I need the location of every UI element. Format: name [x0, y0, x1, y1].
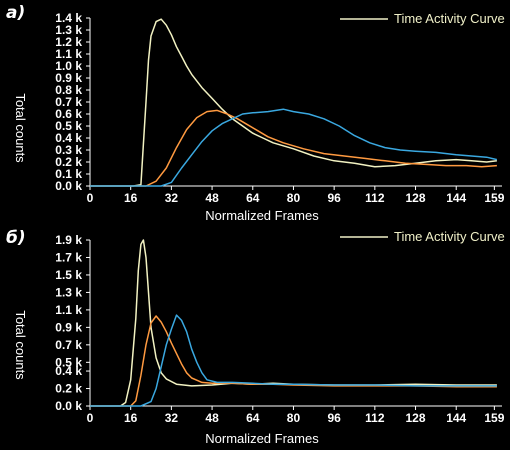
- series-line-3: [90, 108, 498, 187]
- y-axis-title: Total counts: [13, 310, 28, 380]
- series-line-2: [90, 109, 497, 187]
- x-tick-label: 159: [484, 411, 504, 425]
- x-tick-label: 96: [327, 191, 341, 205]
- x-tick-label: 144: [446, 411, 466, 425]
- x-tick-label: 32: [165, 411, 179, 425]
- y-tick-label: 0.8 k: [55, 83, 82, 97]
- y-tick-label: 0.6 k: [55, 107, 82, 121]
- x-tick-label: 48: [205, 191, 219, 205]
- x-tick-label: 96: [327, 411, 341, 425]
- y-tick-label: 1.1 k: [55, 47, 82, 61]
- y-tick-label: 0.9 k: [55, 320, 82, 334]
- x-tick-label: 48: [205, 411, 219, 425]
- y-tick-label: 1.2 k: [55, 35, 82, 49]
- y-tick-label: 0.5 k: [55, 355, 82, 369]
- x-axis-title: Normalized Frames: [205, 208, 319, 223]
- series-group: [90, 18, 498, 187]
- x-tick-label: 112: [365, 191, 385, 205]
- x-tick-label: 32: [165, 191, 179, 205]
- y-tick-label: 1.5 k: [55, 268, 82, 282]
- x-tick-label: 128: [406, 191, 426, 205]
- y-tick-label: 1.1 k: [55, 303, 82, 317]
- y-tick-label: 0.5 k: [55, 119, 82, 133]
- x-tick-label: 112: [365, 411, 385, 425]
- y-tick-label: 0.1 k: [55, 167, 82, 181]
- chart-panel-a: а) Time Activity Curve Normalized Frames…: [6, 3, 505, 223]
- y-tick-label: 0.3 k: [55, 143, 82, 157]
- panel-label: б): [6, 228, 26, 248]
- x-tick-label: 64: [246, 191, 260, 205]
- axes: 0.0 k0.1 k0.2 k0.3 k0.4 k0.5 k0.6 k0.7 k…: [55, 11, 504, 205]
- y-tick-label: 1.0 k: [55, 59, 82, 73]
- y-tick-label: 0.0 k: [55, 179, 82, 193]
- x-tick-label: 80: [287, 191, 301, 205]
- y-tick-label: 0.2 k: [55, 155, 82, 169]
- y-tick-label: 0.4 k: [55, 131, 82, 145]
- x-tick-label: 144: [446, 191, 466, 205]
- y-tick-label: 0.7 k: [55, 338, 82, 352]
- series-group: [90, 239, 497, 407]
- y-tick-label: 0.4 k: [55, 364, 82, 378]
- y-tick-label: 1.3 k: [55, 285, 82, 299]
- legend-label: Time Activity Curve: [394, 11, 505, 26]
- x-tick-label: 159: [484, 191, 504, 205]
- chart-panel-b: б) Time Activity Curve Normalized Frames…: [6, 228, 505, 446]
- panel-label: а): [6, 3, 25, 23]
- series-line-2: [90, 315, 497, 407]
- x-tick-label: 80: [287, 411, 301, 425]
- y-tick-label: 1.7 k: [55, 250, 82, 264]
- y-tick-label: 1.3 k: [55, 23, 82, 37]
- y-tick-label: 0.2 k: [55, 382, 82, 396]
- y-tick-label: 1.9 k: [55, 233, 82, 247]
- y-tick-label: 0.9 k: [55, 71, 82, 85]
- y-tick-label: 1.4 k: [55, 11, 82, 25]
- x-tick-label: 0: [87, 411, 94, 425]
- x-tick-label: 16: [124, 411, 138, 425]
- series-line-3: [90, 314, 497, 407]
- x-tick-label: 64: [246, 411, 260, 425]
- y-tick-label: 0.7 k: [55, 95, 82, 109]
- legend-label: Time Activity Curve: [394, 229, 505, 244]
- x-tick-label: 16: [124, 191, 138, 205]
- y-tick-label: 0.0 k: [55, 399, 82, 413]
- x-tick-label: 0: [87, 191, 94, 205]
- x-axis-title: Normalized Frames: [205, 431, 319, 446]
- x-tick-label: 128: [406, 411, 426, 425]
- axes: 0.0 k 0.2 k 0.4 k0.5 k 0.7 k 0.9 k 1.1 k 1.3 k…: [55, 233, 504, 425]
- y-axis-title: Total counts: [13, 93, 28, 163]
- series-line-1: [90, 18, 497, 187]
